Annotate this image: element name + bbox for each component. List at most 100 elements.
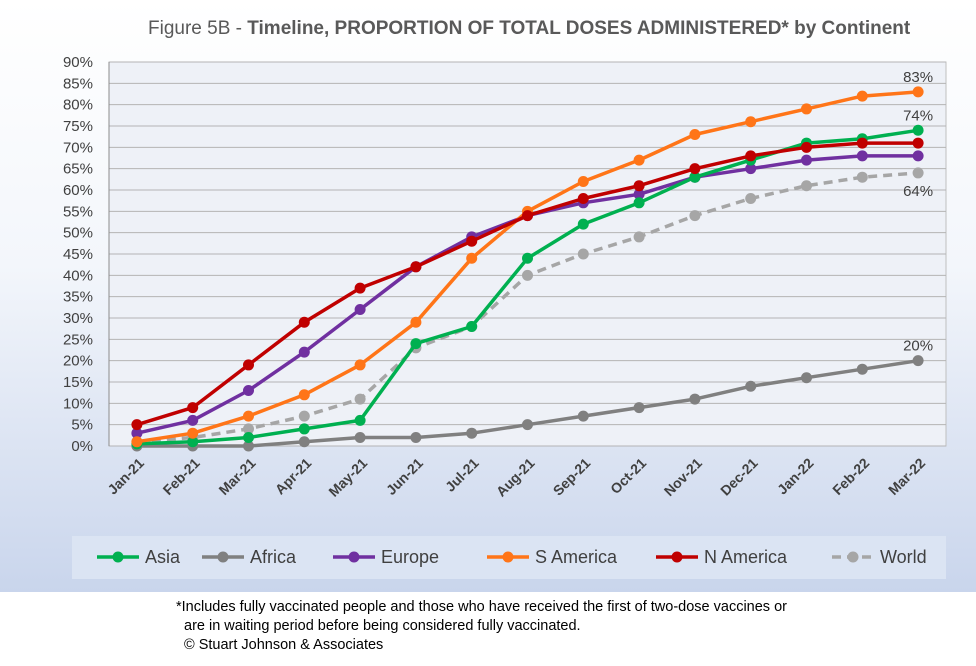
legend-label: Asia [145,547,181,567]
data-point-n-america [745,150,757,162]
data-point-n-america [912,137,924,149]
data-point-world [912,167,924,179]
end-label: 74% [903,107,933,124]
legend-marker [502,551,514,563]
data-point-africa [856,363,868,375]
data-point-asia [410,338,422,350]
legend-item: World [832,547,927,567]
y-tick-label: 75% [63,118,93,135]
data-point-s-america [354,359,366,371]
data-point-n-america [522,210,533,222]
legend-item: Europe [333,547,439,567]
data-point-asia [577,218,589,230]
x-tick-label: Jun-21 [383,455,426,498]
data-point-world [577,248,589,260]
footnote: *Includes fully vaccinated people and th… [176,598,936,655]
data-point-europe [633,188,645,200]
data-point-n-america [131,419,143,431]
data-point-s-america [745,116,757,128]
y-tick-label: 80% [63,97,93,114]
series-n-america [131,137,924,431]
data-point-africa [689,393,701,405]
data-point-africa [633,402,645,414]
chart-title: Figure 5B - Timeline, PROPORTION OF TOTA… [148,18,911,39]
data-point-africa [912,355,924,367]
copyright-text: © Stuart Johnson & Associates [184,637,384,653]
data-point-s-america [577,175,589,187]
legend-item: Africa [202,547,297,567]
legend-label: S America [535,547,618,567]
y-tick-label: 25% [63,331,93,348]
data-point-asia [466,321,478,333]
y-tick-label: 20% [63,353,93,370]
data-point-europe [187,414,199,426]
data-point-africa [298,436,310,448]
y-tick-label: 55% [63,203,93,220]
y-tick-label: 5% [71,417,93,434]
data-point-s-america [131,436,143,448]
x-tick-label: Nov-21 [661,455,705,499]
data-point-asia [298,423,310,435]
data-point-n-america [466,235,478,247]
x-tick-label: Jan-22 [774,455,817,498]
data-point-s-america [912,86,924,98]
data-point-europe [801,154,812,166]
data-point-n-america [410,261,422,273]
legend-item: Asia [97,547,181,567]
y-tick-label: 85% [63,75,93,92]
series-africa [131,355,924,452]
data-point-africa [354,431,366,443]
data-point-africa [577,410,589,422]
title-prefix: Figure 5B - [148,18,247,39]
data-point-s-america [801,103,812,115]
y-axis-ticks: 0% 5% 10% 15% 20% 25% 30% 35% 40% 45% 50% 55% 60% 65%… [63,54,93,455]
y-tick-label: 35% [63,289,93,306]
y-tick-label: 65% [63,161,93,178]
legend-marker [217,551,229,563]
data-point-s-america [689,129,701,141]
data-point-s-america [187,427,199,439]
data-point-europe [912,150,924,162]
x-tick-label: Mar-21 [215,455,258,498]
data-point-asia [354,414,366,426]
legend-label: Africa [250,547,297,567]
data-point-world [856,171,868,183]
data-point-n-america [243,359,254,371]
end-label: 20% [903,338,933,355]
y-tick-label: 45% [63,246,93,263]
data-point-europe [354,303,366,315]
legend-marker [671,551,683,563]
line-chart: Figure 5B - Timeline, PROPORTION OF TOTA… [63,18,947,579]
title-main: Timeline, PROPORTION OF TOTAL DOSES ADMI… [247,18,911,39]
data-point-n-america [689,163,701,175]
data-point-africa [466,427,478,439]
data-point-n-america [187,402,199,414]
end-labels: 74% 20% 83% 64% [903,69,933,355]
x-tick-label: Aug-21 [493,455,538,500]
data-point-asia [689,171,701,183]
legend: Asia Africa Europe S America N America World [97,547,927,567]
data-point-n-america [354,282,366,294]
x-tick-label: Feb-21 [160,455,203,498]
data-point-world [689,210,701,222]
legend-label: World [880,547,927,567]
data-point-s-america [633,154,645,166]
data-point-world [801,180,812,192]
data-point-europe [131,427,143,439]
end-label: 83% [903,69,933,86]
data-point-africa [801,372,812,384]
data-point-s-america [856,90,868,102]
legend-marker [348,551,360,563]
end-label: 64% [903,183,933,200]
data-point-s-america [243,410,254,422]
footnote-line-2: are in waiting period before being consi… [184,618,581,634]
data-point-n-america [298,316,310,328]
data-point-asia [187,436,199,448]
data-point-n-america [801,141,812,153]
data-point-africa [522,419,533,431]
legend-item: S America [487,547,618,567]
x-tick-label: Mar-22 [885,455,928,498]
chart-frame: Figure 5B - Timeline, PROPORTION OF TOTA… [0,0,976,592]
legend-label: N America [704,547,788,567]
y-tick-label: 50% [63,225,93,242]
